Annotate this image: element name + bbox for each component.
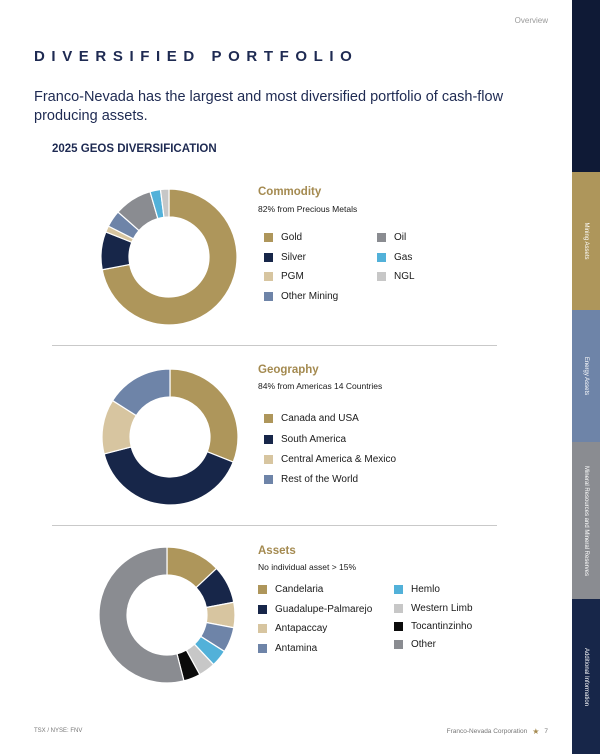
legend-label: Oil xyxy=(394,232,407,243)
section-divider xyxy=(52,525,497,526)
legend-item-antamina: Antamina xyxy=(258,643,317,654)
legend-swatch-guadalupe-palmarejo xyxy=(258,605,267,614)
legend-swatch-tocantinzinho xyxy=(394,622,403,631)
donut-slice-ngl xyxy=(159,188,170,218)
legend-item-gold: Gold xyxy=(264,232,302,243)
section-label: Overview xyxy=(514,16,548,25)
legend-item-antapaccay: Antapaccay xyxy=(258,623,327,634)
assets-donut-chart xyxy=(98,546,236,684)
legend-label: Other Mining xyxy=(281,291,339,302)
legend-swatch-canada-usa xyxy=(264,414,273,423)
donut-slice-canada-and-usa xyxy=(169,368,239,463)
legend-swatch-pgm xyxy=(264,272,273,281)
page-number: 7 xyxy=(544,728,548,735)
legend-label: Antamina xyxy=(275,643,318,654)
legend-item-south-america: South America xyxy=(264,434,346,445)
legend-item-other-mining: Other Mining xyxy=(264,291,338,302)
side-tab-overview[interactable] xyxy=(572,0,600,172)
legend-swatch-ngl xyxy=(377,272,386,281)
side-tab-additional-information[interactable]: Additional Information xyxy=(572,599,600,754)
commodity-title: Commodity xyxy=(258,186,322,198)
legend-swatch-oil xyxy=(377,233,386,242)
legend-item-oil: Oil xyxy=(377,232,406,243)
side-tab-label: Additional Information xyxy=(583,647,589,706)
footer-right: Franco-Nevada Corporation ★ 7 xyxy=(447,727,548,736)
footer-company: Franco-Nevada Corporation xyxy=(446,728,528,735)
side-tab-label: Mineral Resources and Mineral Reserves xyxy=(583,465,589,576)
legend-swatch-gas xyxy=(377,253,386,262)
legend-item-rest-of-world: Rest of the World xyxy=(264,474,358,485)
legend-item-gas: Gas xyxy=(377,252,412,263)
donut-slice-other xyxy=(98,546,185,684)
commodity-subtitle: 82% from Precious Metals xyxy=(258,204,358,214)
legend-label: South America xyxy=(281,434,347,445)
donut-slice-south-america xyxy=(103,446,235,506)
legend-item-tocantinzinho: Tocantinzinho xyxy=(394,621,472,632)
section-divider xyxy=(52,345,497,346)
legend-label: Other xyxy=(411,639,437,650)
legend-label: Gold xyxy=(281,232,303,243)
legend-item-canada-usa: Canada and USA xyxy=(264,413,359,424)
donut-slice-gold xyxy=(101,188,238,326)
legend-label: PGM xyxy=(281,271,304,282)
side-tab-label: Mining Assets xyxy=(583,222,589,260)
legend-item-silver: Silver xyxy=(264,252,306,263)
legend-swatch-rest-of-world xyxy=(264,475,273,484)
legend-item-ngl: NGL xyxy=(377,271,415,282)
legend-item-candelaria: Candelaria xyxy=(258,584,323,595)
legend-swatch-other-mining xyxy=(264,292,273,301)
legend-swatch-gold xyxy=(264,233,273,242)
legend-item-hemlo: Hemlo xyxy=(394,584,440,595)
legend-swatch-south-america xyxy=(264,435,273,444)
legend-label: Hemlo xyxy=(411,584,440,595)
geography-subtitle: 84% from Americas 14 Countries xyxy=(258,381,383,391)
side-tab-label: Energy Assets xyxy=(583,356,589,396)
legend-label: NGL xyxy=(394,271,415,282)
legend-swatch-silver xyxy=(264,253,273,262)
legend-swatch-antapaccay xyxy=(258,624,267,633)
legend-item-other: Other xyxy=(394,639,436,650)
legend-swatch-hemlo xyxy=(394,585,403,594)
lead-paragraph: Franco-Nevada has the largest and most d… xyxy=(34,89,504,124)
legend-item-pgm: PGM xyxy=(264,271,304,282)
legend-swatch-western-limb xyxy=(394,604,403,613)
section-heading: 2025 GEOS DIVERSIFICATION xyxy=(52,143,217,155)
assets-title: Assets xyxy=(258,545,296,557)
legend-label: Canada and USA xyxy=(281,413,359,424)
geography-donut-chart xyxy=(101,368,239,506)
legend-swatch-central-america-mexico xyxy=(264,455,273,464)
legend-item-western-limb: Western Limb xyxy=(394,603,473,614)
assets-subtitle: No individual asset > 15% xyxy=(258,562,357,572)
legend-label: Tocantinzinho xyxy=(411,621,473,632)
geography-title: Geography xyxy=(258,364,319,376)
legend-swatch-other xyxy=(394,640,403,649)
legend-label: Guadalupe-Palmarejo xyxy=(275,604,373,615)
legend-label: Central America & Mexico xyxy=(281,454,397,465)
legend-label: Silver xyxy=(281,252,307,263)
legend-item-central-america-mexico: Central America & Mexico xyxy=(264,454,396,465)
legend-label: Gas xyxy=(394,252,413,263)
legend-label: Antapaccay xyxy=(275,623,328,634)
side-tab-energy-assets[interactable]: Energy Assets xyxy=(572,310,600,442)
side-tab-mineral-resources[interactable]: Mineral Resources and Mineral Reserves xyxy=(572,442,600,599)
legend-swatch-antamina xyxy=(258,644,267,653)
donut-slice-rest-of-the-world xyxy=(111,368,171,417)
footer-ticker: TSX / NYSE: FNV xyxy=(34,728,83,734)
page-title: DIVERSIFIED PORTFOLIO xyxy=(34,48,359,65)
legend-label: Western Limb xyxy=(411,603,473,614)
legend-swatch-candelaria xyxy=(258,585,267,594)
side-tab-mining-assets[interactable]: Mining Assets xyxy=(572,172,600,310)
legend-label: Rest of the World xyxy=(281,474,359,485)
legend-label: Candelaria xyxy=(275,584,324,595)
commodity-donut-chart xyxy=(100,188,238,326)
star-icon: ★ xyxy=(532,727,540,736)
legend-item-guadalupe-palmarejo: Guadalupe-Palmarejo xyxy=(258,604,372,615)
